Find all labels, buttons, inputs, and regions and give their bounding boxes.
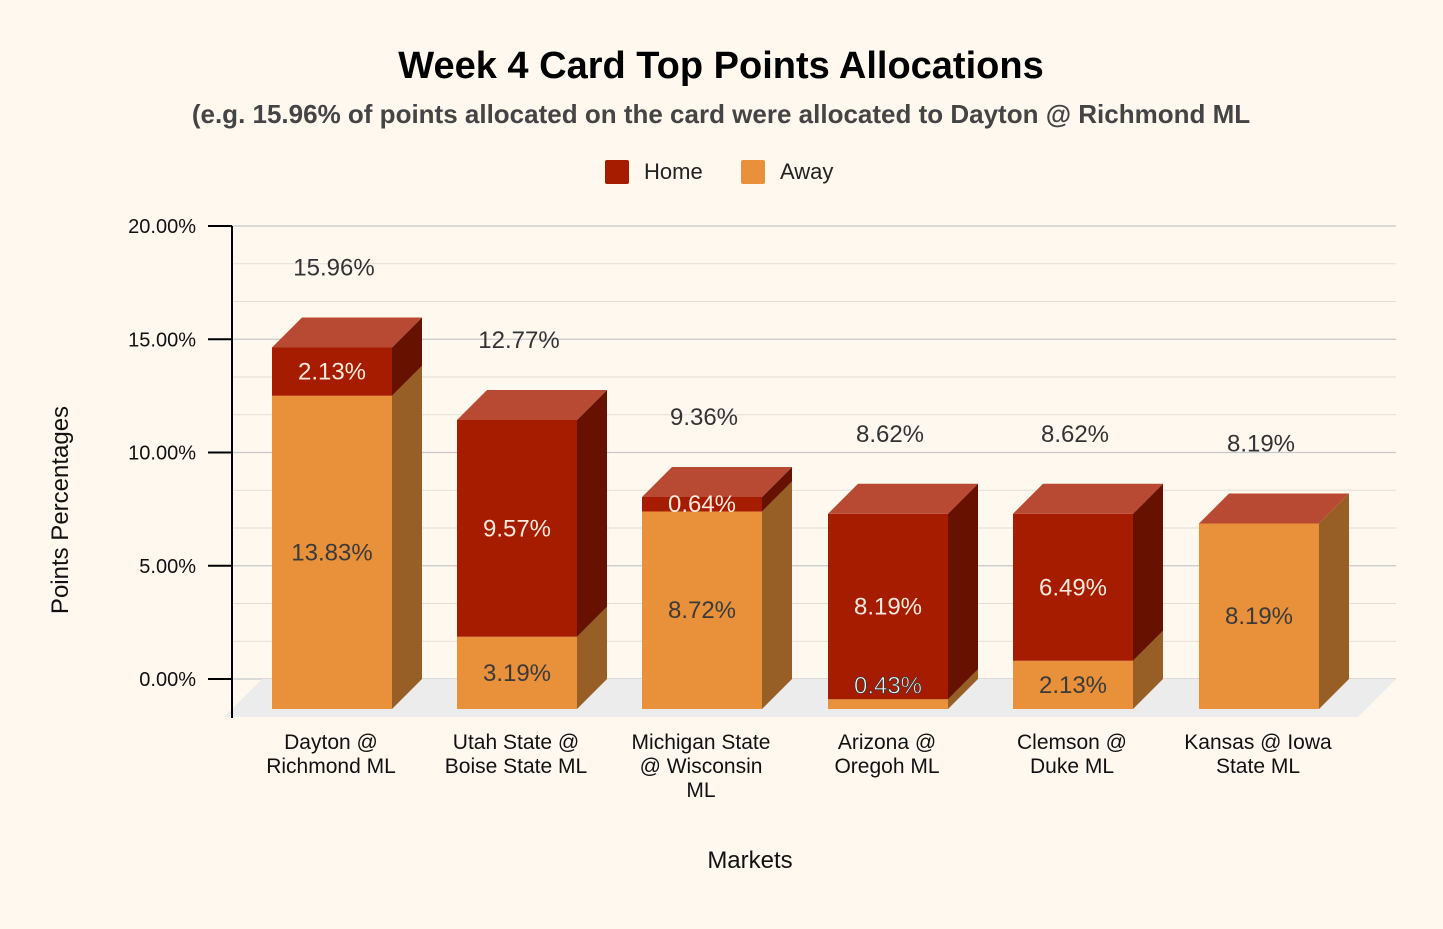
x-category-line: Boise State ML [445, 755, 587, 778]
x-category-line: Richmond ML [266, 755, 396, 778]
bar-group: 13.83% 2.13% 15.96% [272, 255, 422, 709]
chart-subtitle: (e.g. 15.96% of points allocated on the … [192, 99, 1250, 129]
bar-total-label: 8.19% [1227, 430, 1295, 457]
bar-home-side [392, 317, 422, 396]
x-category-line: Utah State @ [453, 731, 579, 754]
x-category-line: ML [686, 779, 715, 802]
x-category-label: Dayton @ Richmond ML [266, 731, 396, 778]
x-category-line: Kansas @ Iowa [1184, 731, 1332, 754]
bar-home [457, 419, 577, 637]
bar-group: 8.72% 0.64% 9.36% [642, 404, 792, 709]
bar-away-side [1319, 493, 1349, 709]
chart-title: Week 4 Card Top Points Allocations [398, 45, 1043, 87]
bar-top [272, 317, 422, 348]
bar-away [272, 395, 392, 709]
bar-top [457, 389, 607, 420]
bar-total-label: 8.62% [1041, 421, 1109, 448]
bar-group: 0.43% 8.19% 8.62% [828, 421, 978, 709]
bar-home [828, 513, 948, 700]
bar-home-side [577, 389, 607, 637]
x-category-label: Kansas @ Iowa State ML [1184, 731, 1332, 778]
bar-away-label: 2.13% [1039, 672, 1107, 699]
bar-total-label: 9.36% [670, 404, 738, 431]
x-category-line: Duke ML [1030, 755, 1114, 778]
bar-total-label: 12.77% [478, 327, 559, 354]
bar-top [1013, 483, 1163, 514]
bar-home-side [762, 466, 792, 512]
y-tick-label: 5.00% [139, 556, 196, 578]
bar-home-label: 6.49% [1039, 574, 1107, 601]
x-axis-title: Markets [707, 847, 792, 874]
legend: Home Away [605, 159, 833, 184]
x-category-label: Utah State @ Boise State ML [445, 731, 587, 778]
legend-label-away: Away [780, 159, 833, 184]
y-tick-label: 20.00% [128, 216, 196, 238]
y-tick-label: 15.00% [128, 329, 196, 351]
bar-away-side [577, 606, 607, 709]
legend-swatch-home [605, 160, 629, 184]
y-tick-label: 10.00% [128, 443, 196, 465]
x-category-line: Michigan State [632, 731, 771, 754]
bar-total-label: 15.96% [293, 255, 374, 282]
bar-away-label: 0.43% [854, 672, 922, 699]
bar-away [1013, 660, 1133, 709]
gridlines [232, 225, 1396, 680]
bar-group: 8.19% 8.19% [1199, 430, 1349, 709]
bar-away-side [948, 669, 978, 709]
bar-group: 2.13% 6.49% 8.62% [1013, 421, 1163, 709]
bar-away-label: 3.19% [483, 660, 551, 687]
bar-top [642, 466, 792, 497]
bar-top [1199, 493, 1349, 524]
x-category-line: Oregoh ML [834, 755, 939, 778]
y-axis-title: Points Percentages [47, 406, 74, 614]
x-axis-labels: Dayton @ Richmond ML Utah State @ Boise Sta… [266, 731, 1332, 802]
bar-away-label: 8.72% [668, 597, 736, 624]
y-tick-label: 0.00% [139, 669, 196, 691]
bar-home-label: 2.13% [298, 359, 366, 386]
bar-home-side [1133, 483, 1163, 661]
bar-away-side [1133, 630, 1163, 709]
bar-away-side [762, 481, 792, 709]
x-category-line: @ Wisconsin [640, 755, 763, 778]
x-category-line: State ML [1216, 755, 1300, 778]
x-category-label: Arizona @ Oregoh ML [834, 731, 939, 778]
y-axis: 0.00% 5.00% 10.00% 15.00% 20.00% [128, 216, 233, 718]
bar-away [828, 699, 948, 709]
bar-home [272, 347, 392, 396]
x-category-line: Dayton @ [284, 731, 378, 754]
bar-away [457, 636, 577, 709]
bar-group: 3.19% 9.57% 12.77% [457, 327, 607, 709]
bar-away-label: 8.19% [1225, 603, 1293, 630]
bar-top [828, 483, 978, 514]
x-category-line: Arizona @ [838, 731, 936, 754]
bar-away [1199, 523, 1319, 709]
bar-away-side [392, 365, 422, 709]
bar-away [642, 511, 762, 709]
bar-home [1013, 513, 1133, 661]
bar-total-label: 8.62% [856, 421, 924, 448]
bar-home-label: 0.64% [668, 491, 736, 518]
x-category-line: Clemson @ [1017, 731, 1127, 754]
legend-label-home: Home [644, 159, 703, 184]
legend-swatch-away [741, 160, 765, 184]
bar-away-label: 13.83% [291, 539, 372, 566]
bar-home-side [948, 483, 978, 700]
bar-home-label: 8.19% [854, 594, 922, 621]
bar-home [642, 496, 762, 512]
x-category-label: Michigan State @ Wisconsin ML [632, 731, 771, 802]
x-category-label: Clemson @ Duke ML [1017, 731, 1127, 778]
bar-home-label: 9.57% [483, 515, 551, 542]
bars: 13.83% 2.13% 15.96% 3.19% 9.57% 12.77% 8.72% 0.… [272, 255, 1349, 709]
